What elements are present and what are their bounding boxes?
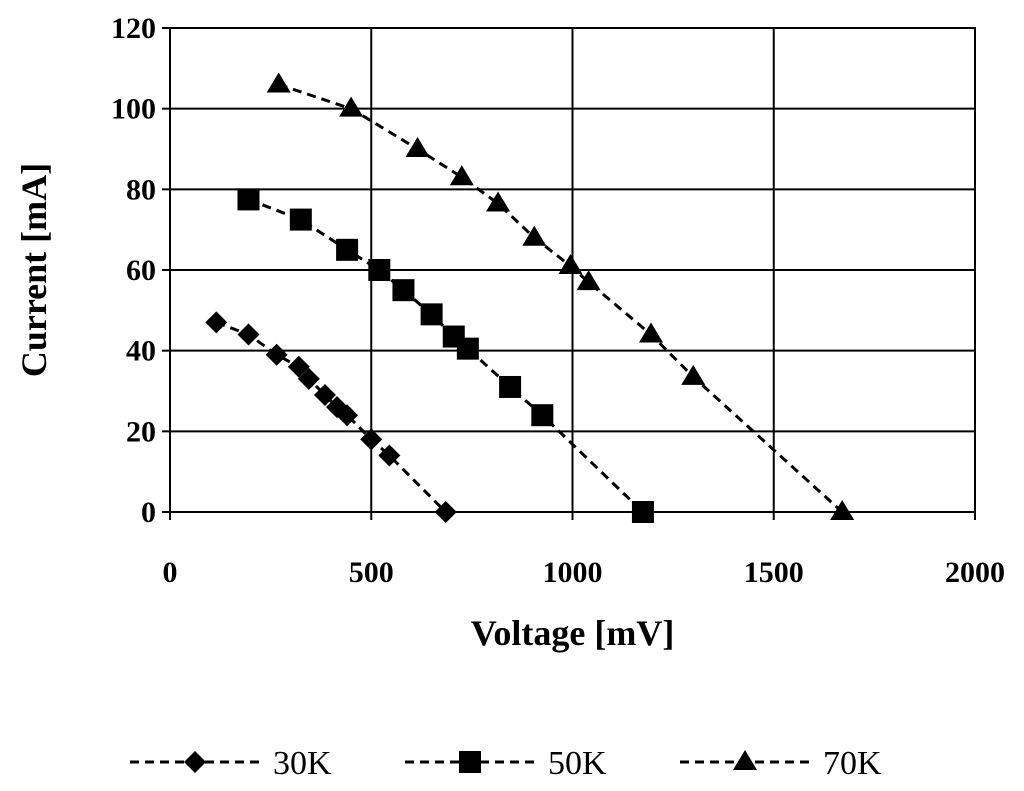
triangle-marker — [733, 750, 757, 770]
legend-item-30k: 30K — [130, 745, 332, 782]
series-50k — [237, 188, 654, 523]
square-marker — [420, 303, 443, 326]
triangle-marker — [405, 137, 430, 157]
y-tick-label: 40 — [126, 335, 156, 368]
axis-ticks: 0 20 40 60 80 100 120 0 500 1000 1500 2000 — [111, 12, 1005, 589]
y-tick-label: 80 — [126, 173, 156, 206]
x-tick-label: 1500 — [744, 556, 804, 589]
triangle-marker — [681, 364, 706, 385]
square-marker — [392, 279, 415, 302]
diamond-marker — [184, 751, 206, 773]
square-marker — [499, 375, 522, 398]
triangle-marker — [339, 96, 364, 117]
diamond-marker — [287, 355, 310, 378]
triangle-marker — [266, 72, 291, 93]
diamond-marker — [265, 343, 288, 366]
square-marker — [289, 208, 312, 231]
triangle-marker — [558, 253, 583, 274]
diamond-marker — [237, 323, 260, 346]
series-line — [247, 198, 644, 514]
data-series — [205, 72, 855, 523]
x-axis-title: Voltage [mV] — [471, 613, 675, 653]
series-30k — [205, 311, 457, 523]
series-line — [278, 83, 844, 514]
legend-label: 30K — [273, 745, 332, 782]
triangle-marker — [830, 500, 855, 520]
diamond-marker — [336, 404, 359, 427]
triangle-marker — [486, 191, 511, 212]
square-marker — [459, 751, 481, 773]
triangle-marker — [449, 165, 474, 186]
y-tick-label: 20 — [126, 415, 156, 448]
diamond-marker — [313, 384, 336, 407]
legend-item-50k: 50K — [405, 745, 607, 782]
x-tick-label: 0 — [163, 556, 178, 589]
legend-item-70k: 70K — [680, 745, 882, 782]
y-tick-label: 100 — [111, 93, 156, 126]
square-marker — [631, 501, 654, 523]
square-marker — [336, 238, 359, 261]
legend-label: 50K — [548, 745, 607, 782]
triangle-marker — [638, 322, 663, 343]
diamond-marker — [205, 311, 228, 334]
x-tick-label: 1000 — [543, 556, 603, 589]
square-marker — [531, 404, 554, 427]
x-tick-label: 500 — [349, 556, 394, 589]
square-marker — [456, 337, 479, 360]
diamond-marker — [378, 444, 401, 467]
triangle-marker — [522, 225, 547, 246]
diamond-marker — [297, 367, 320, 390]
legend-label: 70K — [823, 745, 882, 782]
triangle-marker — [576, 270, 601, 291]
y-axis-title: Current [mA] — [14, 163, 54, 377]
square-marker — [368, 259, 391, 281]
series-70k — [266, 72, 855, 520]
legend: 30K 50K 70K — [130, 745, 882, 782]
x-tick-label: 2000 — [945, 556, 1005, 589]
y-tick-label: 120 — [111, 12, 156, 45]
y-tick-label: 0 — [141, 496, 156, 529]
diamond-marker — [360, 428, 383, 451]
diamond-marker — [434, 501, 457, 523]
square-marker — [237, 188, 260, 211]
y-tick-label: 60 — [126, 254, 156, 287]
